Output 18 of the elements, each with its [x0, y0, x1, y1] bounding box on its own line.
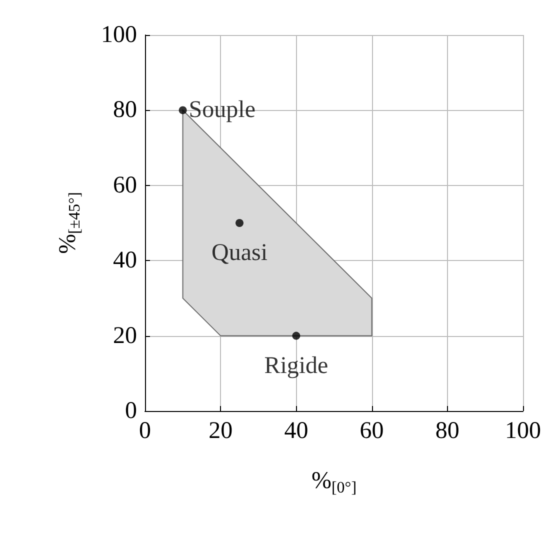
annotation: Rigide	[264, 352, 328, 379]
y-tick-label: 60	[113, 172, 137, 198]
x-tick-label: 40	[284, 418, 308, 444]
x-tick-label: 100	[505, 418, 541, 444]
annotation: Quasi	[212, 240, 268, 266]
annotation: Souple	[188, 97, 256, 124]
y-tick-label: 80	[113, 97, 137, 124]
y-tick-label: 20	[113, 322, 137, 349]
y-tick-label: 0	[125, 398, 137, 424]
x-tick-label: 60	[360, 418, 384, 444]
x-tick-label: 80	[435, 418, 460, 444]
point	[292, 332, 300, 340]
y-axis-title: %[±45°]	[55, 192, 84, 254]
x-tick-label: 20	[208, 418, 233, 444]
point	[178, 106, 187, 114]
y-tick-label: 100	[101, 22, 137, 48]
point	[236, 219, 244, 227]
y-tick-label: 40	[113, 248, 137, 274]
